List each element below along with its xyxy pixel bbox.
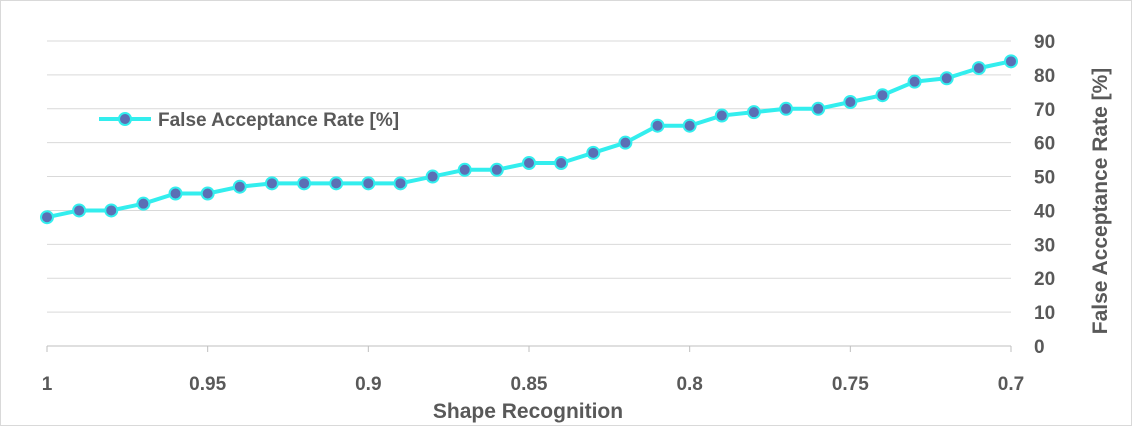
legend-label: False Acceptance Rate [%]	[158, 110, 399, 131]
x-axis-title: Shape Recognition	[433, 400, 623, 423]
data-point	[264, 176, 279, 191]
x-tick-label: 0.95	[189, 374, 226, 395]
y-tick-label: 10	[1034, 303, 1055, 324]
data-point	[682, 118, 697, 133]
data-point	[136, 196, 151, 211]
data-point	[1004, 54, 1018, 69]
data-point	[843, 95, 858, 109]
y-axis: 0 10 20 30 40 50 60 70 80 90	[1034, 32, 1055, 358]
x-tick-label: 0.9	[355, 374, 381, 395]
data-point	[393, 176, 408, 191]
data-point	[232, 179, 247, 194]
y-tick-label: 70	[1034, 100, 1055, 121]
data-point	[714, 108, 729, 123]
y-tick-label: 0	[1034, 337, 1045, 358]
data-point	[297, 176, 312, 191]
y-tick-label: 20	[1034, 269, 1055, 290]
data-point	[586, 145, 601, 160]
x-tick-label: 0.85	[511, 374, 548, 395]
data-point	[361, 176, 376, 191]
data-point	[522, 156, 536, 170]
y-tick-label: 50	[1034, 168, 1055, 189]
x-tick-label: 1	[42, 374, 53, 395]
data-point	[554, 156, 569, 170]
data-point	[200, 186, 215, 201]
data-point	[618, 135, 633, 150]
data-point	[40, 210, 54, 225]
data-point	[779, 101, 794, 116]
series-layer	[40, 54, 1018, 225]
y-axis-title: False Acceptance Rate [%]	[1089, 68, 1112, 335]
x-axis: 1 0.95 0.9 0.85 0.8 0.75 0.7	[42, 346, 1024, 395]
y-tick-label: 90	[1034, 32, 1055, 53]
legend: False Acceptance Rate [%]	[99, 110, 399, 131]
data-point	[746, 105, 761, 120]
data-point	[875, 88, 890, 103]
data-point	[72, 203, 87, 218]
data-point	[425, 169, 440, 184]
x-tick-label: 0.75	[832, 374, 869, 395]
data-point	[457, 162, 472, 177]
data-point	[811, 101, 826, 116]
data-point	[329, 176, 344, 191]
data-point	[971, 61, 986, 76]
data-point	[104, 203, 119, 218]
data-point	[168, 186, 183, 201]
y-tick-label: 80	[1034, 66, 1055, 87]
gridlines	[47, 40, 1011, 347]
data-point	[907, 74, 922, 89]
data-point	[939, 71, 954, 86]
legend-marker-swatch	[118, 112, 132, 126]
y-tick-label: 30	[1034, 235, 1055, 256]
y-tick-label: 40	[1034, 201, 1055, 222]
data-point	[650, 118, 665, 133]
data-point	[489, 162, 504, 177]
x-tick-label: 0.7	[998, 374, 1024, 395]
x-tick-label: 0.8	[676, 374, 702, 395]
y-tick-label: 60	[1034, 134, 1055, 155]
